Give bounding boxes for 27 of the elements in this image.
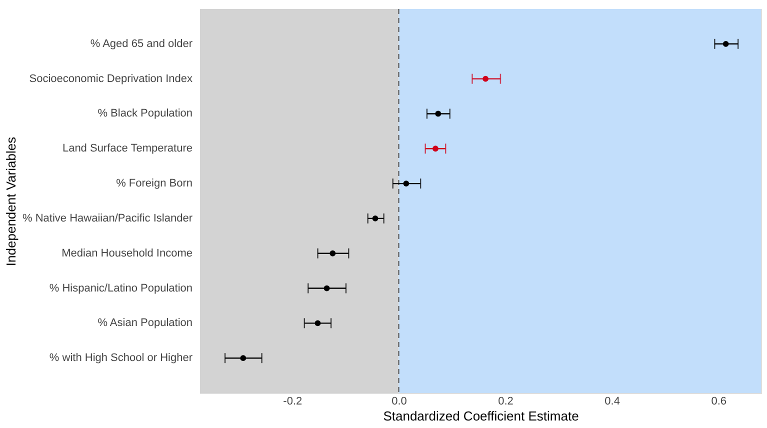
y-tick-label: % Hispanic/Latino Population bbox=[49, 282, 192, 294]
y-tick-label: % Black Population bbox=[98, 108, 192, 120]
point bbox=[372, 216, 378, 222]
point bbox=[324, 285, 330, 292]
y-tick-label: Land Surface Temperature bbox=[62, 142, 192, 155]
x-tick-label: -0.2 bbox=[283, 396, 302, 408]
x-tick-label: 0.0 bbox=[392, 396, 407, 408]
y-axis-title: Independent Variables bbox=[4, 136, 19, 266]
y-tick-label: % Asian Population bbox=[98, 317, 192, 330]
y-tick-label: Median Household Income bbox=[62, 247, 192, 260]
point bbox=[330, 250, 336, 256]
point bbox=[432, 146, 438, 152]
x-tick-label: 0.6 bbox=[711, 396, 727, 408]
x-tick-label: 0.4 bbox=[604, 396, 620, 408]
y-tick-label: % Aged 65 and older bbox=[90, 38, 193, 50]
y-tick-label: % with High School or Higher bbox=[49, 352, 193, 364]
point bbox=[482, 76, 489, 82]
point bbox=[314, 320, 321, 326]
y-tick-label: % Foreign Born bbox=[116, 178, 192, 190]
x-axis-title: Standardized Coefficient Estimate bbox=[383, 408, 579, 424]
point bbox=[435, 110, 442, 117]
point bbox=[403, 180, 410, 186]
y-tick-label: Socioeconomic Deprivation Index bbox=[29, 72, 193, 85]
y-tick-label: % Native Hawaiian/Pacific Islander bbox=[22, 212, 193, 224]
x-tick-label: 0.2 bbox=[498, 396, 514, 408]
point bbox=[240, 355, 246, 362]
point bbox=[722, 40, 729, 47]
